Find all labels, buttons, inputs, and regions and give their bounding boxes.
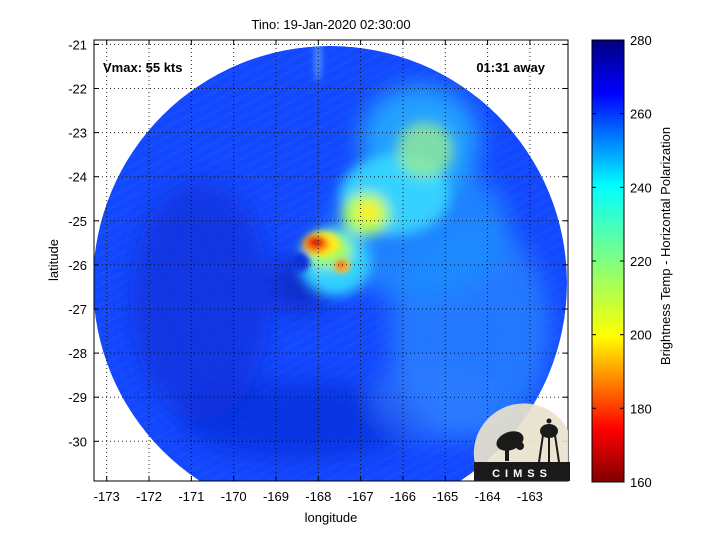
- y-tick-label: -23: [68, 126, 87, 141]
- x-tick-label: -166: [390, 489, 416, 504]
- cimss-logo: CIMSS: [473, 403, 570, 481]
- swath: [94, 46, 567, 481]
- y-tick-label: -28: [68, 346, 87, 361]
- time-away-annotation: 01:31 away: [476, 60, 545, 75]
- swath-eyewall-red: [308, 236, 324, 248]
- colorbar-label: Brightness Temp - Horizontal Polarizatio…: [658, 127, 673, 365]
- colorbar-tick-label: 240: [630, 180, 652, 195]
- water-tower-icon: [538, 418, 560, 463]
- swath-south-red: [337, 261, 345, 269]
- y-tick-label: -30: [68, 434, 87, 449]
- logo-text: CIMSS: [492, 468, 552, 480]
- x-tick-label: -168: [305, 489, 331, 504]
- swath-yellow-core: [356, 201, 380, 223]
- x-tick-label: -163: [517, 489, 543, 504]
- x-tick-label: -171: [178, 489, 204, 504]
- y-tick-label: -27: [68, 302, 87, 317]
- satellite-dish-icon: [496, 431, 524, 461]
- logo-building: [474, 462, 570, 481]
- x-axis-label: longitude: [305, 510, 358, 525]
- x-tick-label: -173: [94, 489, 120, 504]
- x-tick-label: -165: [432, 489, 458, 504]
- vmax-annotation: Vmax: 55 kts: [103, 60, 183, 75]
- x-tick-label: -169: [263, 489, 289, 504]
- colorbar-tick-label: 260: [630, 107, 652, 122]
- swath-dark-band-south: [180, 380, 420, 460]
- colorbar-tick-label: 220: [630, 254, 652, 269]
- x-tick-label: -172: [136, 489, 162, 504]
- x-tick-label: -164: [475, 489, 501, 504]
- colorbar-gradient: [591, 39, 625, 483]
- swath-eye: [290, 252, 310, 272]
- swath-se-band: [370, 360, 490, 440]
- y-tick-label: -21: [68, 37, 87, 52]
- chart-title: Tino: 19-Jan-2020 02:30:00: [251, 17, 410, 32]
- swath-dark-band-west: [130, 180, 270, 420]
- x-axis: -173 -172 -171 -170 -169 -168 -167 -166 -165 -164…: [94, 40, 543, 504]
- swath-ne-green: [397, 122, 453, 178]
- y-axis: -21 -22 -23 -24 -25 -26 -27 -28 -29 -30: [68, 37, 568, 449]
- colorbar-ticks: 160 180 200 220 240 260 280: [592, 33, 652, 490]
- y-tick-label: -26: [68, 258, 87, 273]
- x-tick-label: -167: [348, 489, 374, 504]
- colorbar: 160 180 200 220 240 260 280 Brightness Temp - …: [591, 33, 673, 490]
- y-tick-label: -29: [68, 390, 87, 405]
- colorbar-tick-label: 200: [630, 328, 652, 343]
- colorbar-tick-label: 160: [630, 475, 652, 490]
- y-tick-label: -25: [68, 214, 87, 229]
- y-tick-label: -24: [68, 170, 87, 185]
- y-axis-label: latitude: [46, 239, 61, 281]
- colorbar-tick-label: 280: [630, 33, 652, 48]
- y-tick-label: -22: [68, 82, 87, 97]
- x-tick-label: -170: [221, 489, 247, 504]
- axes-box: [93, 39, 569, 482]
- grid: [94, 40, 568, 481]
- colorbar-tick-label: 180: [630, 401, 652, 416]
